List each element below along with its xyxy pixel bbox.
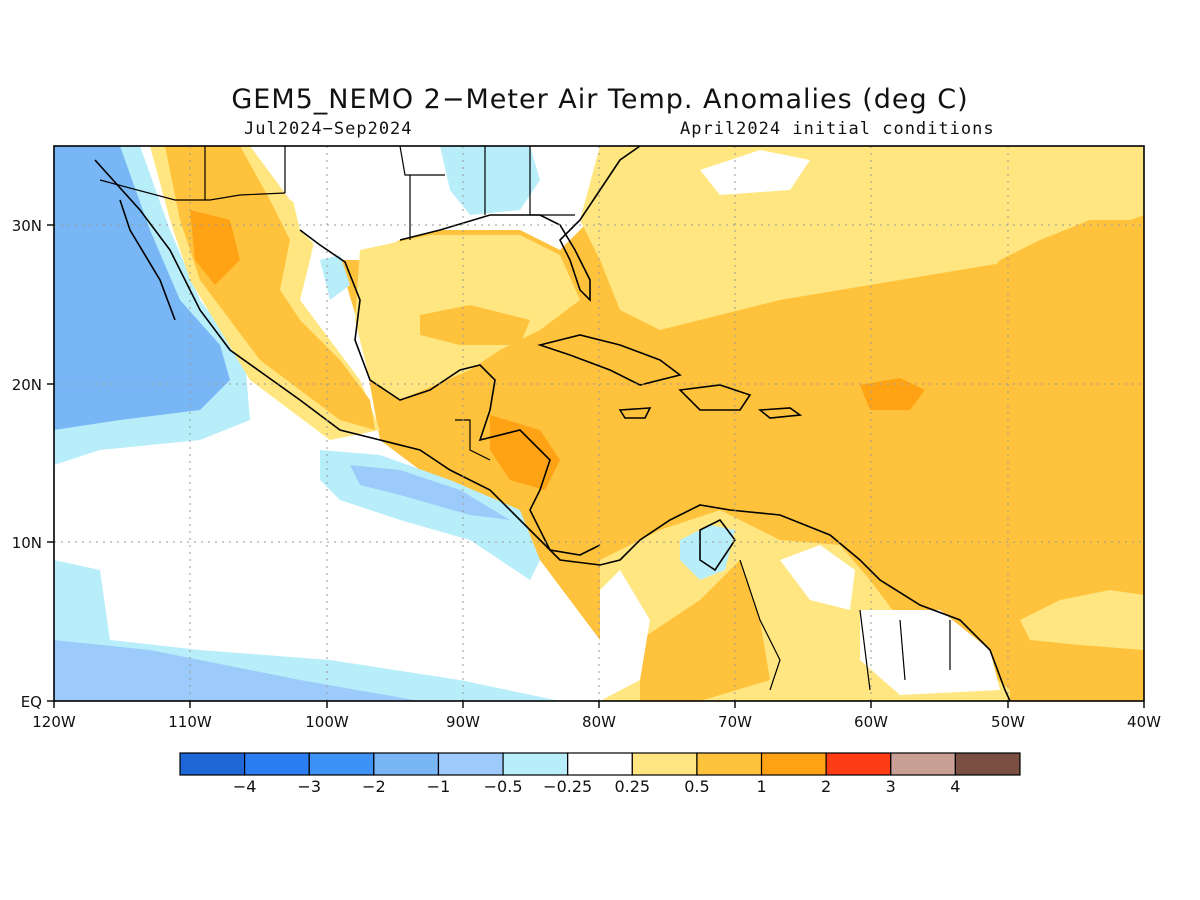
cuba	[537, 334, 682, 386]
lon-label: 100W	[305, 713, 349, 731]
field-amazon-neutral	[860, 610, 1000, 695]
legend-label: 3	[886, 777, 896, 796]
anomaly-fields	[54, 146, 1144, 701]
pacific-and-sa-coastline	[94, 159, 1011, 701]
legend-swatch	[567, 752, 633, 776]
baja-coastline	[119, 199, 176, 321]
axis-ticks	[47, 224, 1145, 708]
jamaica	[618, 407, 652, 419]
lon-label: 80W	[582, 713, 616, 731]
legend-swatch	[631, 752, 698, 776]
legend-label: −0.25	[543, 777, 592, 796]
legend-label: −2	[362, 777, 386, 796]
legend-label: −1	[427, 777, 451, 796]
field-colombia-neutral	[600, 570, 650, 701]
lat-label: 10N	[12, 534, 42, 552]
field-sa-warm	[640, 560, 770, 701]
gulf-and-caribbean-coastline	[299, 229, 601, 556]
legend-label: 0.25	[614, 777, 650, 796]
longitude-labels: 120W 110W 100W 90W 80W 70W 60W 50W 40W	[32, 713, 1161, 731]
legend-swatch	[760, 752, 827, 776]
lon-label: 120W	[32, 713, 76, 731]
legend-label: 1	[756, 777, 766, 796]
legend-swatch	[890, 752, 956, 776]
field-pacific-cooler-south	[54, 640, 420, 701]
field-maracaibo-cool	[680, 525, 735, 580]
legend-label: −4	[233, 777, 257, 796]
legend-swatch	[244, 752, 310, 776]
legend-swatch	[954, 752, 1021, 776]
grid-lines	[54, 146, 1144, 701]
legend-swatch	[308, 752, 375, 776]
lon-label: 50W	[991, 713, 1025, 731]
lat-label: 20N	[12, 376, 42, 394]
color-legend: −4 −3 −2 −1 −0.5 −0.25 0.25 0.5 1 2 3 4	[179, 752, 1021, 796]
forecast-period: Jul2024−Sep2024	[244, 119, 413, 139]
legend-label: 0.5	[684, 777, 709, 796]
legend-swatch	[373, 752, 440, 776]
field-guiana-neutral	[780, 545, 855, 610]
us-mexico-border	[99, 179, 286, 201]
legend-swatch	[825, 752, 892, 776]
lon-label: 70W	[718, 713, 752, 731]
lat-label: EQ	[21, 693, 42, 711]
us-state-borders	[204, 146, 575, 240]
coastlines	[94, 146, 1011, 701]
field-atlantic-neutral-spot	[700, 150, 810, 195]
hispaniola	[678, 384, 752, 411]
lon-label: 60W	[854, 713, 888, 731]
legend-label: −0.5	[484, 777, 523, 796]
field-atlantic-warm-east	[930, 220, 1144, 520]
field-mexico-hot	[190, 210, 240, 285]
puerto-rico	[757, 407, 803, 419]
lon-label: 110W	[168, 713, 212, 731]
initial-conditions: April2024 initial conditions	[680, 119, 995, 139]
lat-label: 30N	[12, 217, 42, 235]
field-atlantic-warm-light-south	[1020, 590, 1144, 650]
borders	[99, 146, 951, 691]
field-us-cool	[440, 146, 540, 215]
legend-swatch	[502, 752, 569, 776]
field-pacific-cold-nw	[54, 146, 230, 430]
field-gulf-warm	[420, 305, 530, 345]
legend-swatch	[437, 752, 504, 776]
field-atlantic-hot-spot	[860, 378, 925, 410]
lon-label: 90W	[446, 713, 480, 731]
legend-label: 2	[821, 777, 831, 796]
legend-swatch	[179, 752, 246, 776]
field-caribbean-warm	[480, 390, 860, 560]
legend-label: 4	[950, 777, 960, 796]
lon-label: 40W	[1127, 713, 1161, 731]
field-ca-coast-cooler	[350, 465, 510, 520]
us-gulf-coastline	[399, 146, 641, 302]
map-title: GEM5_NEMO 2−Meter Air Temp. Anomalies (d…	[231, 84, 969, 115]
lake-maracaibo	[699, 518, 736, 572]
latitude-labels: EQ 10N 20N 30N	[12, 217, 42, 711]
legend-swatch	[696, 752, 763, 776]
country-borders	[455, 419, 951, 691]
legend-label: −3	[297, 777, 321, 796]
